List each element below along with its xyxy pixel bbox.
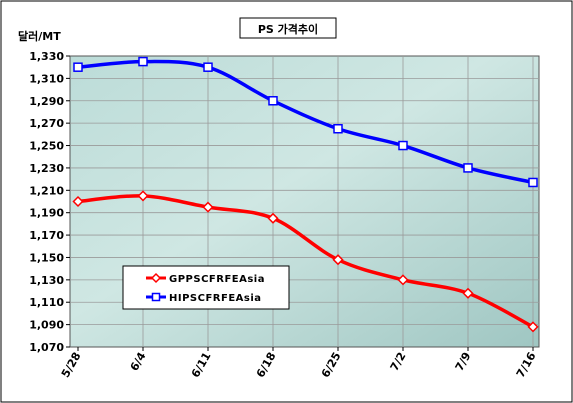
legend-label-hips: HIPSCFRFEAsia <box>169 293 262 304</box>
legend-marker-hips <box>151 292 161 302</box>
y-tick-label: 1,310 <box>29 72 64 85</box>
data-point-hips <box>333 124 343 134</box>
y-tick-label: 1,130 <box>29 274 64 287</box>
series-line-hips <box>77 59 534 185</box>
chart-title: PS 가격추이 <box>258 22 318 36</box>
title-box <box>239 17 337 39</box>
data-point-hips <box>268 96 278 106</box>
y-tick-label: 1,110 <box>29 296 64 309</box>
legend-box <box>122 265 290 310</box>
legend-entry-gpps: GPPSCFRFEAsia <box>146 272 265 285</box>
data-point-hips <box>463 163 473 173</box>
y-tick-label: 1,290 <box>29 95 64 108</box>
y-tick-label: 1,070 <box>29 341 64 354</box>
y-tick-label: 1,190 <box>29 207 64 220</box>
data-point-gpps <box>397 274 409 286</box>
data-point-gpps <box>267 212 279 224</box>
y-tick-label: 1,210 <box>29 184 64 197</box>
data-point-hips <box>203 62 213 72</box>
series-line-gpps <box>77 194 534 329</box>
y-tick-label: 1,270 <box>29 117 64 130</box>
data-point-gpps <box>72 195 84 208</box>
data-point-gpps <box>527 321 539 333</box>
data-point-gpps <box>202 201 214 213</box>
legend-marker-gpps <box>150 272 162 284</box>
legend: GPPSCFRFEAsia HIPSCFRFEAsia <box>122 265 290 310</box>
y-tick-label: 1,250 <box>29 140 64 153</box>
data-point-hips <box>528 177 538 188</box>
y-tick-label: 1,330 <box>29 50 64 63</box>
data-point-hips <box>398 140 408 151</box>
legend-entry-hips: HIPSCFRFEAsia <box>146 292 262 304</box>
legend-label-gpps: GPPSCFRFEAsia <box>169 274 265 285</box>
y-axis-ticks: 1,070 1,090 1,110 1,130 1,150 1,170 1,190 1,210… <box>29 50 70 354</box>
y-tick-label: 1,230 <box>29 162 64 175</box>
y-tick-label: 1,150 <box>29 251 64 264</box>
data-point-gpps <box>332 254 344 266</box>
y-axis-unit-label: 달러/MT <box>18 29 61 43</box>
y-tick-label: 1,170 <box>29 229 64 242</box>
data-point-gpps <box>137 190 149 202</box>
y-tick-label: 1,090 <box>29 319 64 332</box>
data-point-hips <box>138 56 148 67</box>
series-lines <box>72 56 539 333</box>
data-point-hips <box>73 62 83 72</box>
data-point-gpps <box>462 287 474 299</box>
